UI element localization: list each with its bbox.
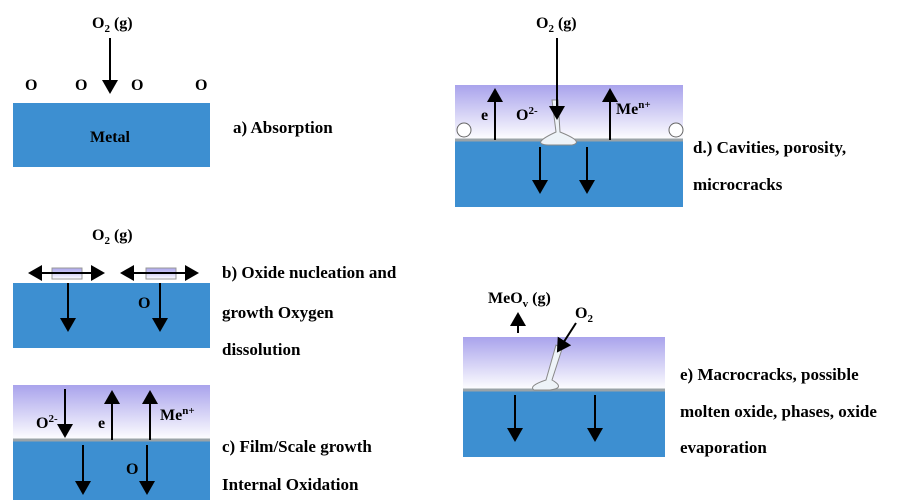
panel-c: O2- e Men+ O c) Film/Scale growth Intern… (13, 385, 372, 500)
text-part: O (36, 415, 48, 432)
metal (13, 283, 210, 348)
metal (455, 140, 683, 207)
text-part: (g) (114, 227, 133, 244)
oxide-scale (463, 337, 665, 390)
gas-label: O2 (g) (536, 15, 577, 35)
caption: e) Macrocracks, possible (680, 365, 859, 384)
metal (13, 440, 210, 500)
text-part: O (575, 305, 587, 322)
metal (463, 390, 665, 457)
cavity (669, 123, 683, 137)
text-part: 2 (104, 23, 110, 35)
atom: O (75, 77, 87, 94)
caption: microcracks (693, 175, 783, 194)
cavity (457, 123, 471, 137)
caption: evaporation (680, 438, 767, 457)
text-part: O (536, 15, 548, 32)
text-part: 2 (548, 23, 554, 35)
text-part: (g) (558, 15, 577, 32)
metal-label: Metal (90, 129, 131, 146)
text-part: MeO (488, 290, 523, 307)
atom: O (131, 77, 143, 94)
caption: growth Oxygen (222, 303, 334, 322)
diagram: O2(g) O O O O Metal a) Absorption O2(g) … (0, 0, 921, 504)
page: O2(g) O O O O Metal a) Absorption O2(g) … (0, 0, 921, 504)
panel-b: O2(g) O b) Oxide nucleation and growth O… (13, 227, 397, 359)
vapor-label: MeOv(g) (488, 290, 551, 310)
caption: dissolution (222, 340, 301, 359)
panel-a: O2(g) O O O O Metal a) Absorption (13, 15, 333, 167)
text-part: Me (616, 101, 638, 118)
panel-d: O2(g) e O2- Men+ d.) Cavities, porosity,… (455, 15, 846, 207)
electron-label: e (98, 415, 105, 432)
caption: b) Oxide nucleation and (222, 263, 397, 282)
atom: O (138, 295, 150, 312)
caption: d.) Cavities, porosity, (693, 138, 846, 157)
text-part: 2 (587, 313, 593, 325)
panel-e: MeOv(g) O2 e) Macrocracks, possible molt… (463, 290, 877, 457)
caption: molten oxide, phases, oxide (680, 402, 877, 421)
gas-label: O2 (g) (92, 15, 133, 35)
text-part: n+ (638, 99, 650, 111)
text-part: O (92, 227, 104, 244)
text-part: 2- (48, 413, 58, 425)
electron-label: e (481, 107, 488, 124)
text-part: 2 (104, 235, 110, 247)
text-part: 2- (528, 105, 538, 117)
atom: O (25, 77, 37, 94)
text-part: v (523, 298, 529, 310)
text-part: O (516, 107, 528, 124)
text-part: (g) (532, 290, 551, 307)
caption: Internal Oxidation (222, 475, 359, 494)
oxide-scale (455, 85, 683, 140)
atom: O (195, 77, 207, 94)
text-part: O (92, 15, 104, 32)
text-part: (g) (114, 15, 133, 32)
caption: c) Film/Scale growth (222, 437, 372, 456)
atom: O (126, 461, 138, 478)
text-part: Me (160, 407, 182, 424)
caption: a) Absorption (233, 118, 333, 137)
gas-label: O2 (575, 305, 593, 325)
gas-label: O2 (g) (92, 227, 133, 247)
text-part: n+ (182, 405, 194, 417)
